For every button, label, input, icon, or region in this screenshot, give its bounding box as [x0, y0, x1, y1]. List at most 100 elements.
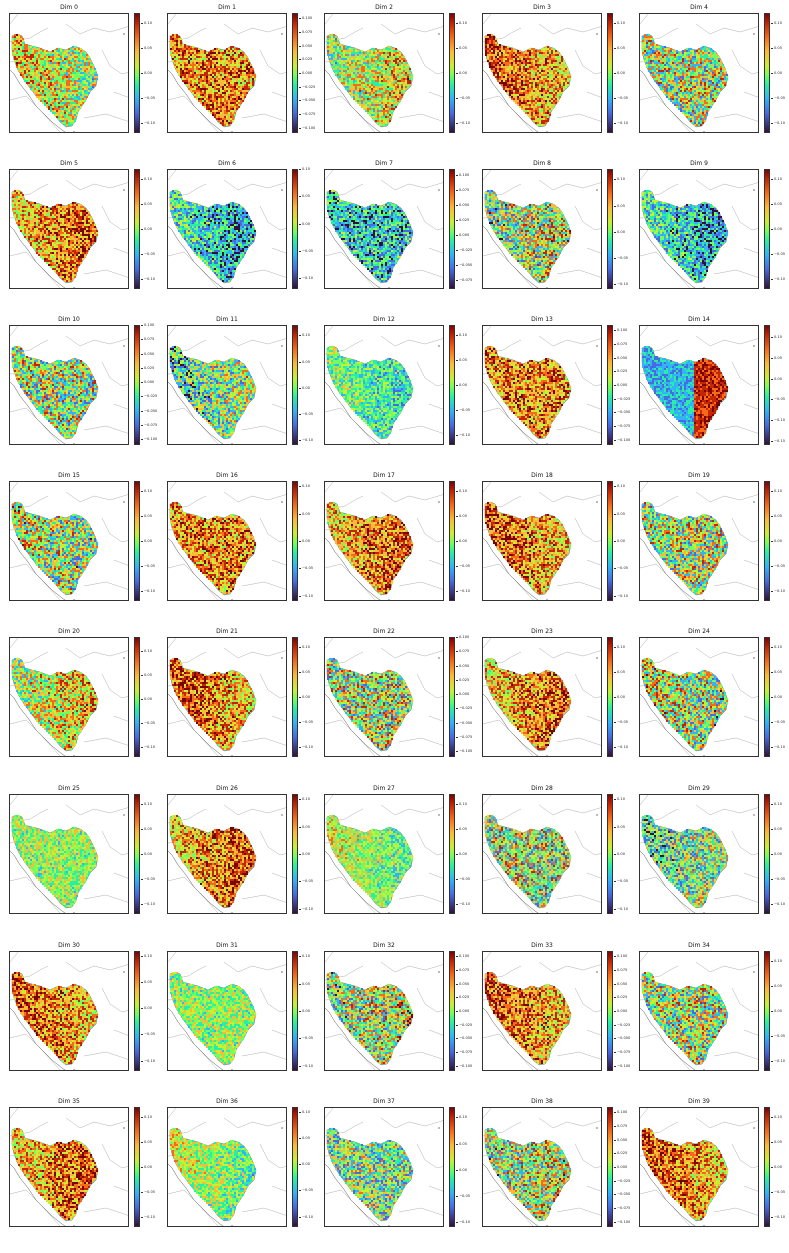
map-cell: [238, 96, 240, 98]
map-cell: [525, 50, 527, 52]
map-cell: [222, 66, 224, 68]
map-cell: [644, 56, 646, 58]
map-cell: [351, 58, 353, 60]
map-cell: [220, 70, 222, 72]
map-cell: [682, 58, 684, 60]
map-cell: [230, 112, 232, 114]
map-cell: [385, 72, 387, 74]
map-cell: [551, 70, 553, 72]
panel-title: Dim 1: [167, 4, 287, 11]
map-cell: [82, 80, 84, 82]
map-cell: [409, 74, 411, 76]
map-cell: [712, 62, 714, 64]
map-cell: [228, 98, 230, 100]
map-cell: [363, 102, 365, 104]
map-cell: [343, 54, 345, 56]
map-cell: [40, 56, 42, 58]
map-cell: [513, 64, 515, 66]
map-cell: [377, 80, 379, 82]
map-cell: [527, 94, 529, 96]
landmark-mark: [123, 33, 125, 35]
map-cell: [509, 58, 511, 60]
map-cell: [551, 102, 553, 104]
map-cell: [186, 56, 188, 58]
map-cell: [54, 100, 56, 102]
map-cell: [662, 52, 664, 54]
map-cell: [206, 96, 208, 98]
map-cell: [367, 110, 369, 112]
map-cell: [517, 88, 519, 90]
map-cell: [190, 66, 192, 68]
map-cell: [48, 58, 50, 60]
map-cell: [662, 56, 664, 58]
map-cell: [80, 82, 82, 84]
map-cell: [78, 68, 80, 70]
map-cell: [397, 62, 399, 64]
map-cell: [718, 62, 720, 64]
map-cell: [54, 104, 56, 106]
map-cell: [387, 68, 389, 70]
map-cell: [519, 92, 521, 94]
map-cell: [174, 66, 176, 68]
map-cell: [680, 56, 682, 58]
map-cell: [200, 88, 202, 90]
map-cell: [656, 44, 658, 46]
map-cell: [228, 48, 230, 50]
map-cell: [519, 70, 521, 72]
map-cell: [84, 92, 86, 94]
map-cell: [399, 84, 401, 86]
map-cell: [66, 52, 68, 54]
map-cell: [537, 86, 539, 88]
map-cell: [212, 50, 214, 52]
map-cell: [66, 118, 68, 120]
map-cell: [379, 66, 381, 68]
map-cell: [68, 96, 70, 98]
map-cell: [56, 98, 58, 100]
map-cell: [252, 74, 254, 76]
map-cell: [515, 100, 517, 102]
landmark-mark: [438, 33, 440, 35]
map-cell: [40, 86, 42, 88]
map-cell: [658, 62, 660, 64]
map-cell: [226, 90, 228, 92]
map-cell: [369, 90, 371, 92]
map-cell: [686, 54, 688, 56]
map-cell: [226, 84, 228, 86]
map-cell: [537, 108, 539, 110]
map-cell: [557, 78, 559, 80]
map-cell: [381, 80, 383, 82]
map-cell: [222, 114, 224, 116]
boundary-line: [399, 114, 444, 122]
map-cell: [236, 78, 238, 80]
map-cell: [190, 90, 192, 92]
map-cell: [333, 40, 335, 42]
map-cell: [367, 62, 369, 64]
map-cell: [650, 54, 652, 56]
map-cell: [238, 62, 240, 64]
map-cell: [537, 70, 539, 72]
map-cell: [407, 72, 409, 74]
map-cell: [383, 68, 385, 70]
map-cell: [244, 94, 246, 96]
map-cell: [176, 46, 178, 48]
map-cell: [549, 58, 551, 60]
map-cell: [226, 112, 228, 114]
map-cell: [511, 88, 513, 90]
map-cell: [32, 88, 34, 90]
colorbar: [449, 13, 455, 133]
map-cell: [333, 64, 335, 66]
map-cell: [399, 66, 401, 68]
map-cell: [182, 48, 184, 50]
map-cell: [650, 44, 652, 46]
map-cell: [32, 84, 34, 86]
map-cell: [228, 124, 230, 126]
map-cell: [555, 76, 557, 78]
map-cell: [515, 68, 517, 70]
map-cell: [690, 54, 692, 56]
map-cell: [70, 74, 72, 76]
map-cell: [377, 66, 379, 68]
map-cell: [535, 78, 537, 80]
map-cell: [331, 38, 333, 40]
map-cell: [511, 78, 513, 80]
